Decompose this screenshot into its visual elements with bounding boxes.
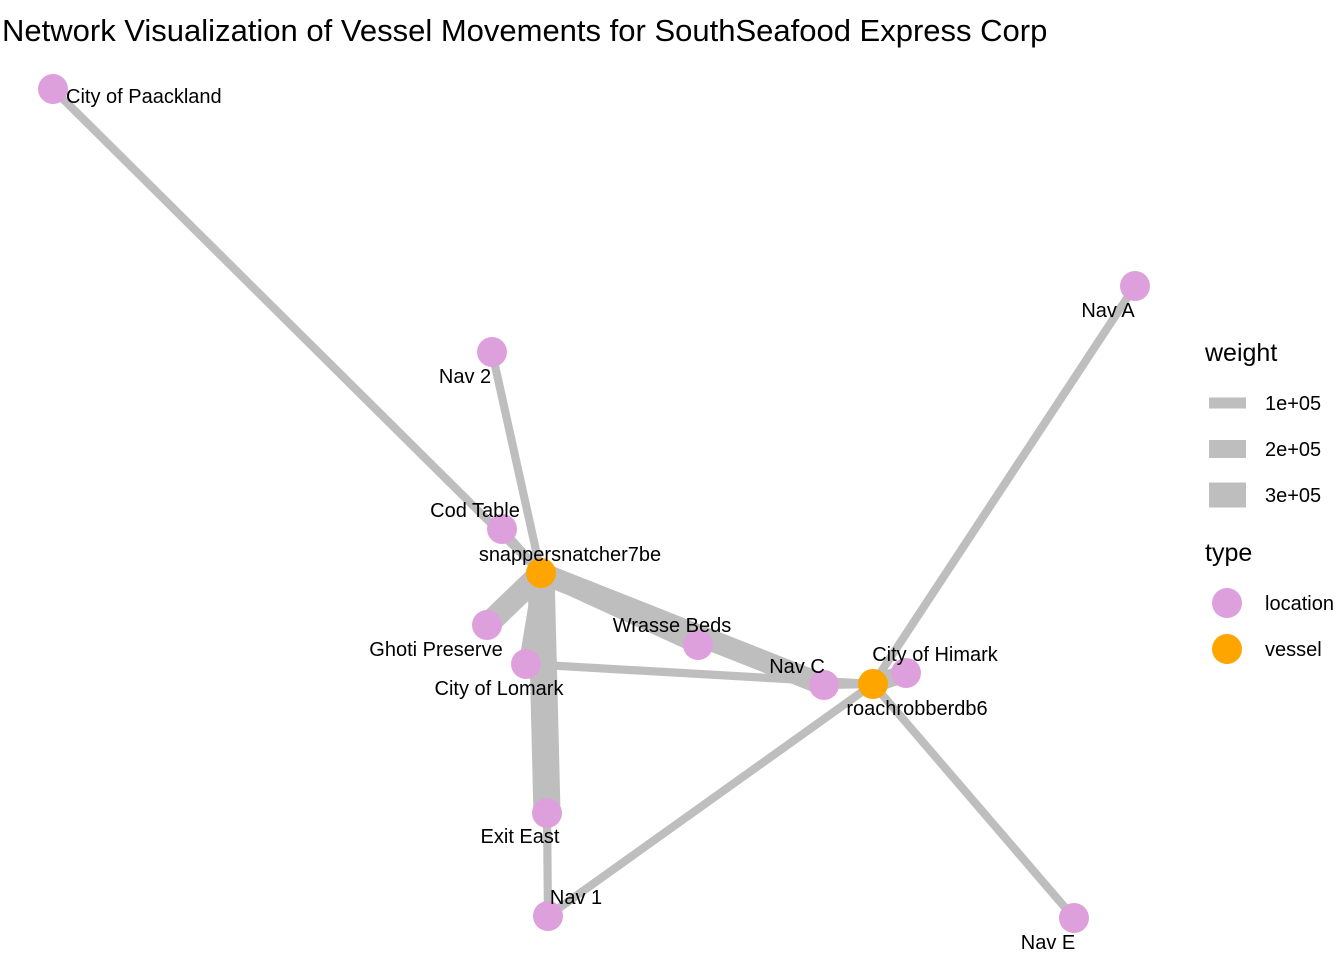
label-layer: City of Paackland Nav 2 Nav A Cod Table snap… xyxy=(66,86,1135,954)
edge-navA-roach xyxy=(869,283,1139,687)
node-label-ghoti: Ghoti Preserve xyxy=(369,639,502,661)
chart-title: Network Visualization of Vessel Movement… xyxy=(2,13,1047,48)
node-codtable xyxy=(487,514,517,544)
node-label-wrasse: Wrasse Beds xyxy=(613,615,732,637)
edge-nav2-snapper xyxy=(487,351,546,574)
legend-type-key-vessel xyxy=(1212,634,1242,664)
legend-weight-key-1 xyxy=(1209,440,1246,458)
node-ghoti xyxy=(472,610,502,640)
node-snapper xyxy=(526,558,556,588)
node-label-nav2: Nav 2 xyxy=(439,366,491,388)
legend-weight-key-0 xyxy=(1209,397,1246,409)
node-label-navA: Nav A xyxy=(1081,300,1135,322)
node-navC xyxy=(809,670,839,700)
edge-paackland-snapper xyxy=(50,86,544,576)
legend-weight-keys: 1e+05 2e+05 3e+05 xyxy=(1209,393,1321,508)
edge-snapper-navC xyxy=(537,563,828,695)
legend-type-label-vessel: vessel xyxy=(1265,639,1322,661)
legend-type-label-location: location xyxy=(1265,593,1334,615)
node-paackland xyxy=(38,74,68,104)
edge-navE-roach xyxy=(869,681,1078,921)
node-label-lomark: City of Lomark xyxy=(435,678,565,700)
legend-weight-title: weight xyxy=(1204,339,1277,367)
edge-nav1-roach xyxy=(545,680,876,920)
node-label-codtable: Cod Table xyxy=(430,500,520,522)
legend-weight-label-0: 1e+05 xyxy=(1265,393,1321,415)
legend-type-title: type xyxy=(1205,539,1252,567)
legend-type-keys: location vessel xyxy=(1212,588,1334,664)
node-label-exiteast: Exit East xyxy=(481,826,560,848)
node-layer xyxy=(38,74,1150,933)
node-nav1 xyxy=(533,901,563,931)
node-label-nav1: Nav 1 xyxy=(550,887,602,909)
legend: weight 1e+05 2e+05 3e+05 type location vess… xyxy=(1204,339,1334,664)
edge-snapper-exiteast xyxy=(527,572,561,814)
node-lomark xyxy=(511,649,541,679)
legend-type-key-location xyxy=(1212,588,1242,618)
node-exiteast xyxy=(532,798,562,828)
edge-layer xyxy=(50,86,1139,921)
node-wrasse xyxy=(683,630,713,660)
legend-weight-key-2 xyxy=(1209,482,1246,508)
node-nav2 xyxy=(477,337,507,367)
node-navE xyxy=(1059,903,1089,933)
edge-exiteast-nav1 xyxy=(542,812,553,917)
node-label-snapper: snappersnatcher7be xyxy=(479,544,661,566)
legend-weight-label-2: 3e+05 xyxy=(1265,485,1321,507)
legend-weight-label-1: 2e+05 xyxy=(1265,439,1321,461)
node-roach xyxy=(858,669,888,699)
node-label-navE: Nav E xyxy=(1021,932,1075,954)
node-himark xyxy=(891,658,921,688)
node-label-himark: City of Himark xyxy=(872,644,999,666)
node-label-roach: roachrobberdb6 xyxy=(846,698,987,720)
node-navA xyxy=(1120,271,1150,301)
node-label-paackland: City of Paackland xyxy=(66,86,222,108)
node-label-navC: Nav C xyxy=(769,656,825,678)
